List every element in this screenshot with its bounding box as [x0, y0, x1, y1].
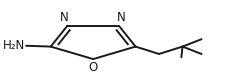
- Text: N: N: [117, 11, 126, 24]
- Text: H₂N: H₂N: [3, 39, 25, 52]
- Text: O: O: [88, 61, 98, 74]
- Text: N: N: [60, 11, 69, 24]
